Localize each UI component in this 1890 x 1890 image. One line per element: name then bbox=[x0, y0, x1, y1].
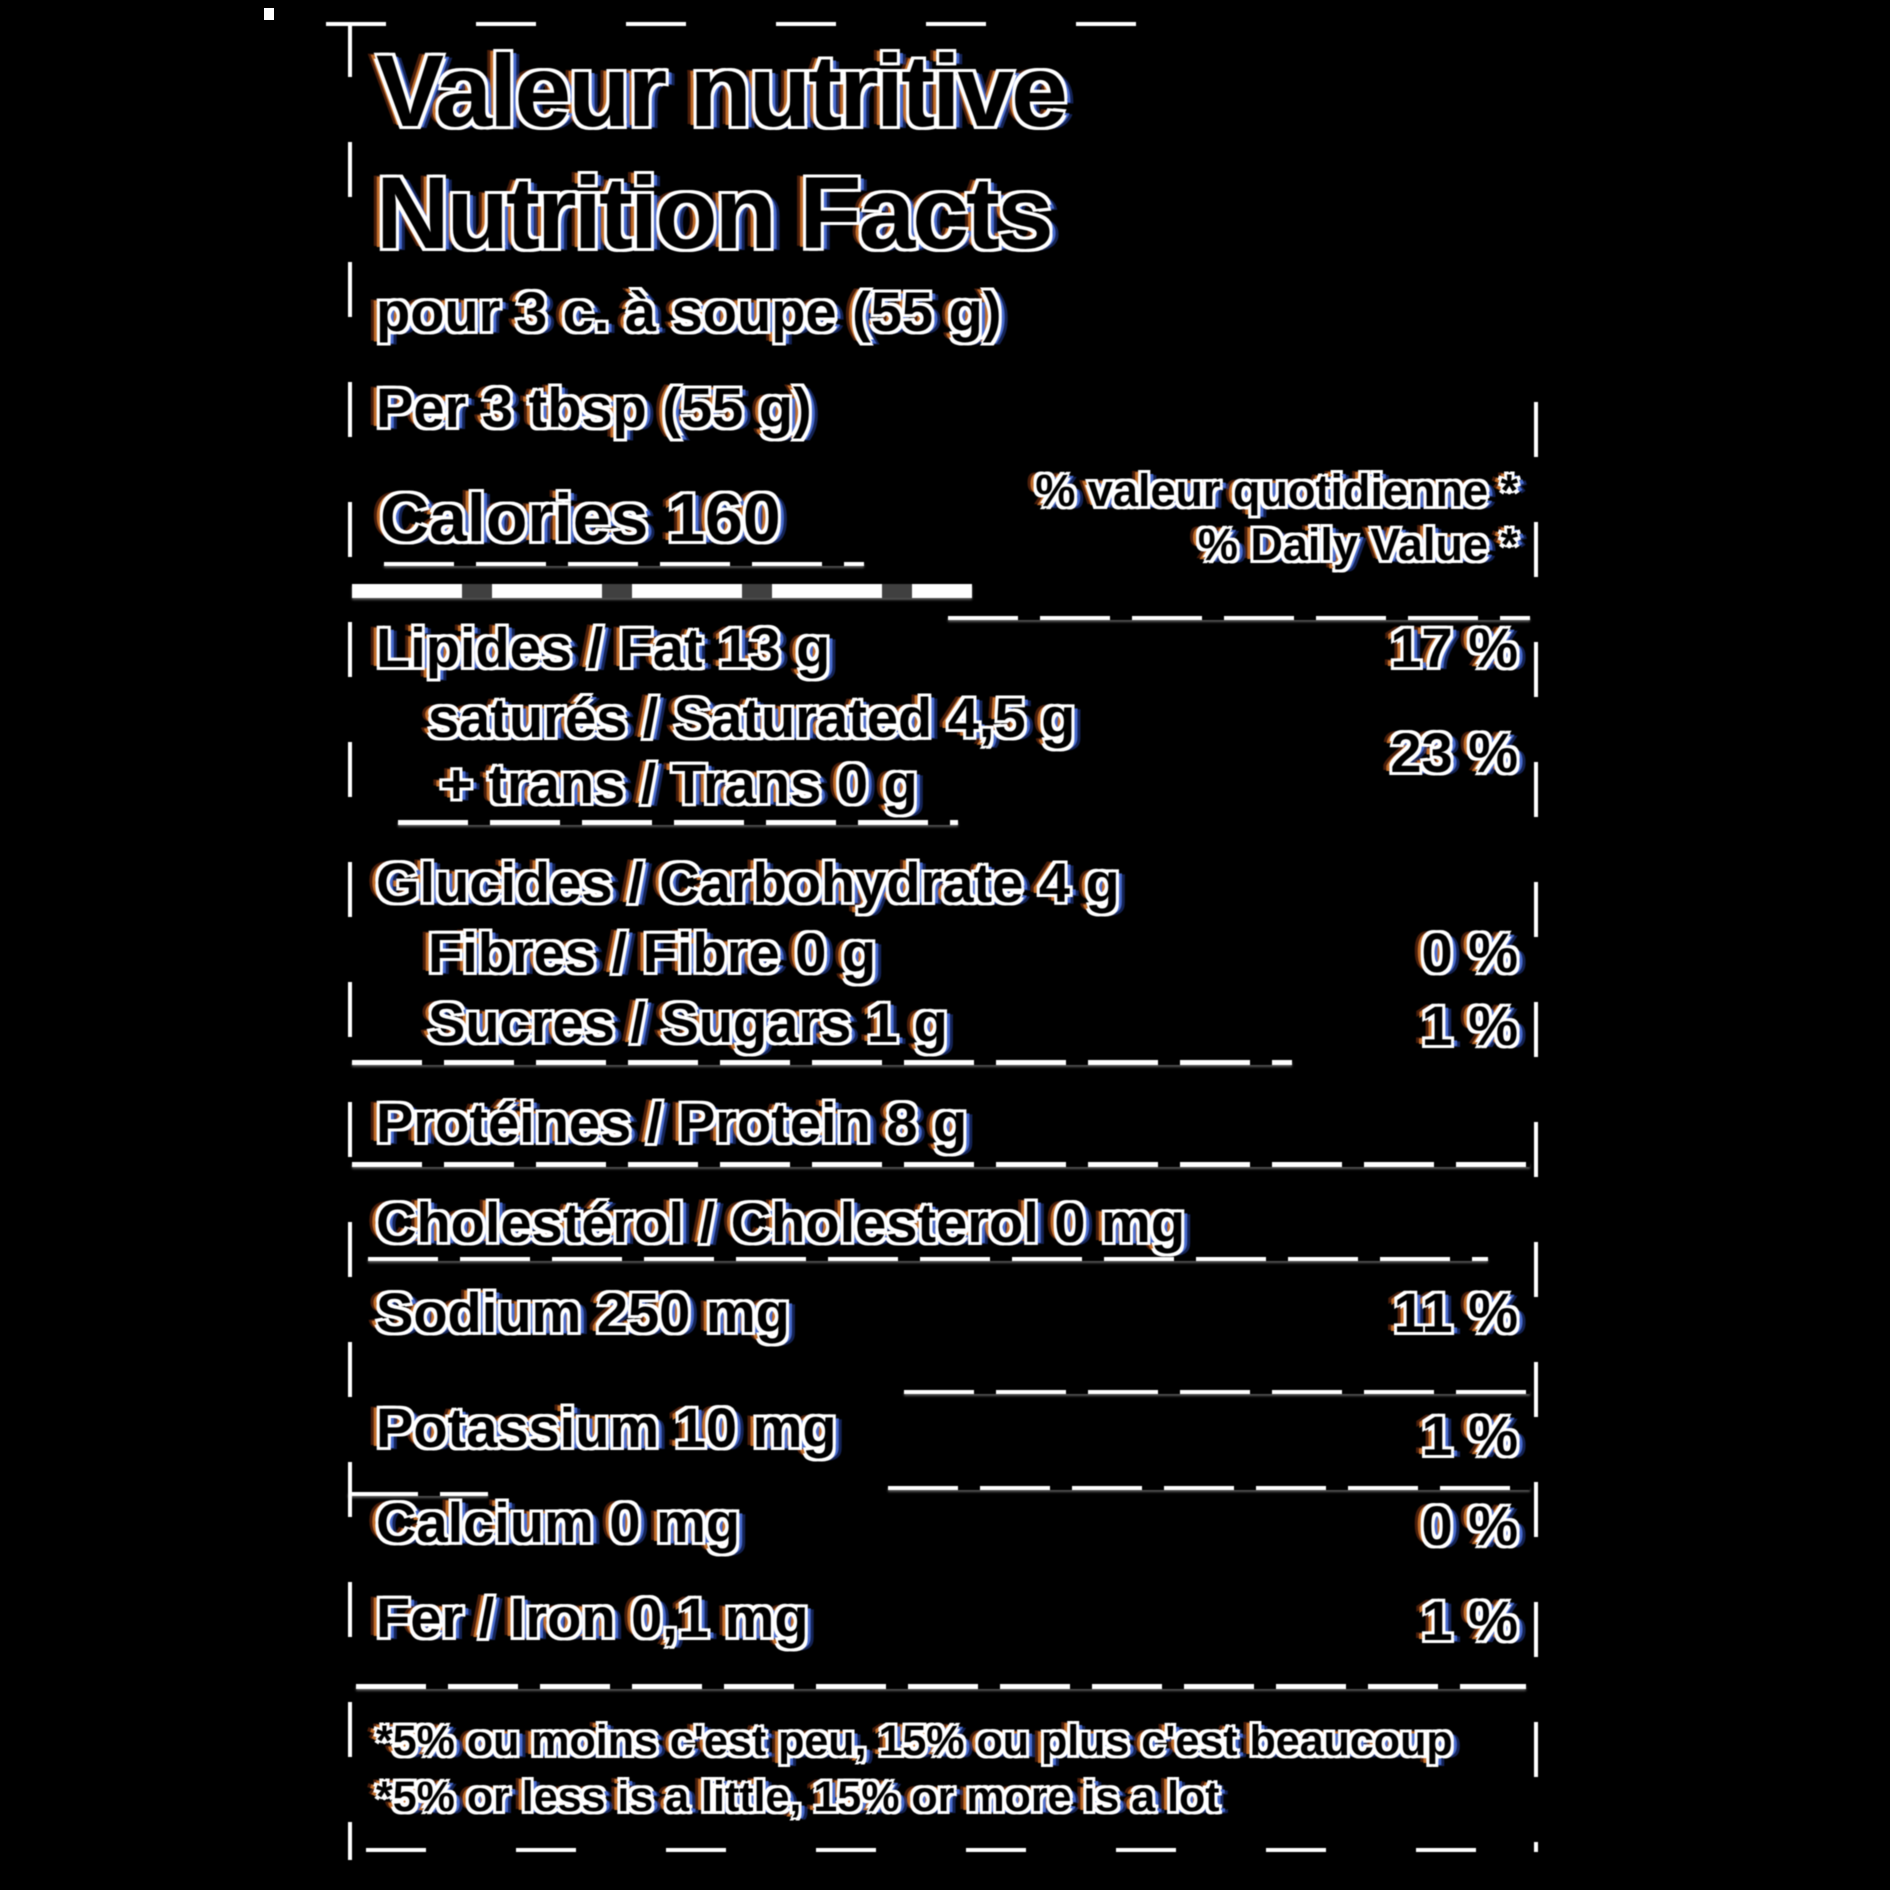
calories-line: Calories 160 bbox=[380, 480, 781, 556]
nutrient-fibre: Fibres / Fibre 0 g bbox=[428, 921, 877, 984]
nutrient-fat: Lipides / Fat 13 g bbox=[376, 616, 831, 679]
panel-border-right bbox=[1534, 402, 1538, 1852]
panel-border-left bbox=[348, 22, 352, 1860]
nutrient-trans: + trans / Trans 0 g bbox=[440, 752, 918, 815]
sodium-divider-rule bbox=[904, 1390, 1530, 1394]
footnote-divider-rule bbox=[356, 1684, 1526, 1689]
dv-percent-calcium: 0 % bbox=[1421, 1494, 1519, 1557]
nutrient-carbohydrate: Glucides / Carbohydrate 4 g bbox=[376, 851, 1120, 914]
dv-percent-saturated-trans: 23 % bbox=[1390, 721, 1518, 784]
nutrition-facts-panel: Valeur nutritive Nutrition Facts pour 3 … bbox=[326, 22, 1540, 1860]
footnote-english: *5% or less is a little, 15% or more is … bbox=[376, 1773, 1220, 1821]
protein-divider-rule bbox=[352, 1162, 1530, 1167]
fat-section-divider-rule bbox=[398, 820, 958, 825]
calories-underline-rule bbox=[384, 562, 864, 566]
serving-size-english: Per 3 tbsp (55 g) bbox=[376, 376, 812, 439]
nutrient-potassium: Potassium 10 mg bbox=[376, 1396, 837, 1459]
potassium-divider-rule-left bbox=[348, 1492, 488, 1496]
footnote-french: *5% ou moins c'est peu, 15% ou plus c'es… bbox=[376, 1717, 1453, 1765]
nutrient-calcium: Calcium 0 mg bbox=[376, 1491, 741, 1554]
carb-section-divider-rule bbox=[352, 1060, 1292, 1065]
dv-percent-potassium: 1 % bbox=[1421, 1404, 1519, 1467]
daily-value-divider-rule bbox=[948, 616, 1530, 620]
panel-border-top bbox=[326, 22, 1226, 26]
dv-percent-fibre: 0 % bbox=[1421, 921, 1519, 984]
dv-percent-sodium: 11 % bbox=[1393, 1281, 1518, 1344]
title-french: Valeur nutritive bbox=[376, 34, 1068, 148]
dv-percent-iron: 1 % bbox=[1421, 1589, 1519, 1652]
noise-speck bbox=[264, 8, 274, 20]
daily-value-header-french: % valeur quotidienne * bbox=[1035, 465, 1518, 516]
daily-value-header-english: % Daily Value * bbox=[1197, 519, 1518, 570]
dv-percent-sugars: 1 % bbox=[1421, 994, 1519, 1057]
cholesterol-divider-rule bbox=[368, 1257, 1488, 1261]
nutrient-sodium: Sodium 250 mg bbox=[376, 1281, 790, 1344]
nutrient-cholesterol: Cholestérol / Cholesterol 0 mg bbox=[376, 1191, 1186, 1254]
title-english: Nutrition Facts bbox=[376, 156, 1054, 270]
nutrient-iron: Fer / Iron 0,1 mg bbox=[376, 1586, 809, 1649]
serving-size-french: pour 3 c. à soupe (55 g) bbox=[376, 280, 1002, 343]
nutrient-saturated: saturés / Saturated 4,5 g bbox=[428, 686, 1076, 749]
nutrient-protein: Protéines / Protein 8 g bbox=[376, 1091, 968, 1154]
panel-border-bottom bbox=[366, 1848, 1506, 1852]
potassium-divider-rule bbox=[888, 1486, 1530, 1490]
nutrient-sugars: Sucres / Sugars 1 g bbox=[428, 991, 948, 1054]
dv-percent-fat: 17 % bbox=[1390, 616, 1518, 679]
header-divider-rule bbox=[352, 584, 972, 598]
